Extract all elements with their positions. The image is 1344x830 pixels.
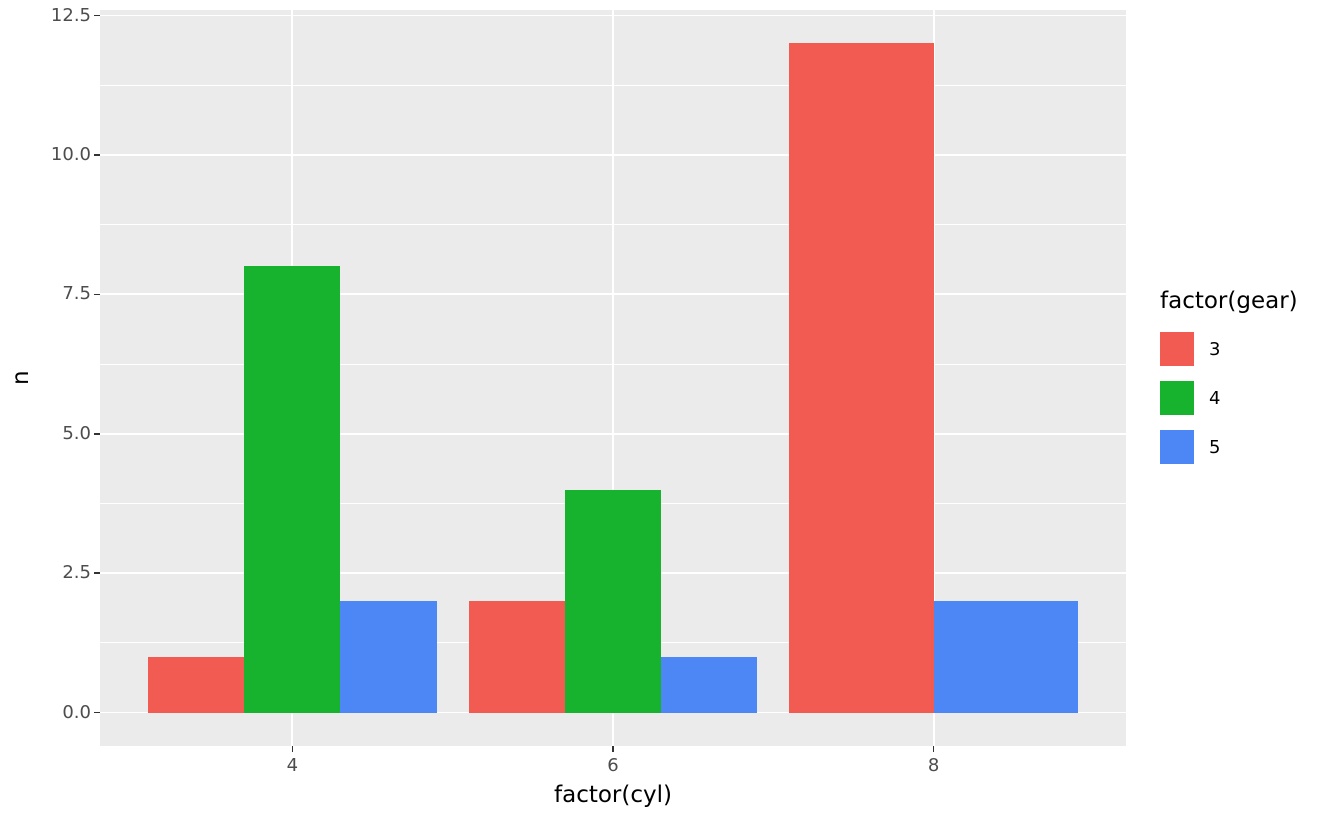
legend-label-gear5: 5 (1209, 436, 1221, 458)
legend-swatch-gear5 (1160, 430, 1194, 464)
legend-item-gear5: 5 (1160, 430, 1298, 464)
bar-cyl4-gear3 (148, 656, 245, 713)
y-tick-mark-5 (94, 433, 100, 435)
y-tick-mark-12.5 (94, 14, 100, 17)
bar-cyl6-gear5 (661, 656, 758, 713)
x-tick-mark-4 (291, 746, 294, 752)
legend-label-gear4: 4 (1209, 387, 1221, 409)
y-tick-mark-7.5 (94, 293, 100, 296)
y-tick-mark-2.5 (94, 572, 100, 574)
y-tick-label-5: 5.0 (62, 422, 91, 444)
y-axis-title: n (8, 370, 34, 386)
y-tick-label-12.5: 12.5 (50, 4, 91, 26)
bar-cyl6-gear3 (468, 601, 565, 713)
legend-title: factor(gear) (1160, 288, 1298, 314)
bar-cyl8-gear5 (933, 601, 1078, 713)
y-tick-label-7.5: 7.5 (62, 283, 91, 305)
x-tick-label-4: 4 (286, 755, 299, 776)
x-tick-label-8: 8 (927, 755, 940, 776)
legend-item-gear4: 4 (1160, 381, 1298, 415)
plot-panel (100, 10, 1126, 746)
x-tick-mark-8 (932, 746, 935, 752)
x-tick-mark-6 (612, 746, 614, 752)
y-tick-mark-10 (94, 154, 100, 156)
legend-item-gear3: 3 (1160, 332, 1298, 366)
legend: factor(gear) 3 4 5 (1160, 288, 1298, 479)
y-tick-label-10: 10.0 (50, 143, 91, 165)
bar-cyl4-gear4 (244, 266, 341, 713)
y-tick-label-0: 0.0 (62, 701, 91, 723)
gridline-major-x-6 (612, 10, 614, 746)
legend-swatch-gear3 (1160, 332, 1194, 366)
bar-cyl6-gear4 (564, 489, 662, 713)
y-tick-label-2.5: 2.5 (62, 562, 91, 584)
x-tick-label-6: 6 (607, 755, 619, 776)
legend-label-gear3: 3 (1209, 338, 1221, 360)
x-axis-title: factor(cyl) (554, 782, 672, 808)
legend-swatch-gear4 (1160, 381, 1194, 415)
y-tick-mark-0 (94, 711, 100, 714)
bar-cyl4-gear5 (340, 601, 437, 713)
bar-cyl8-gear3 (789, 43, 934, 713)
